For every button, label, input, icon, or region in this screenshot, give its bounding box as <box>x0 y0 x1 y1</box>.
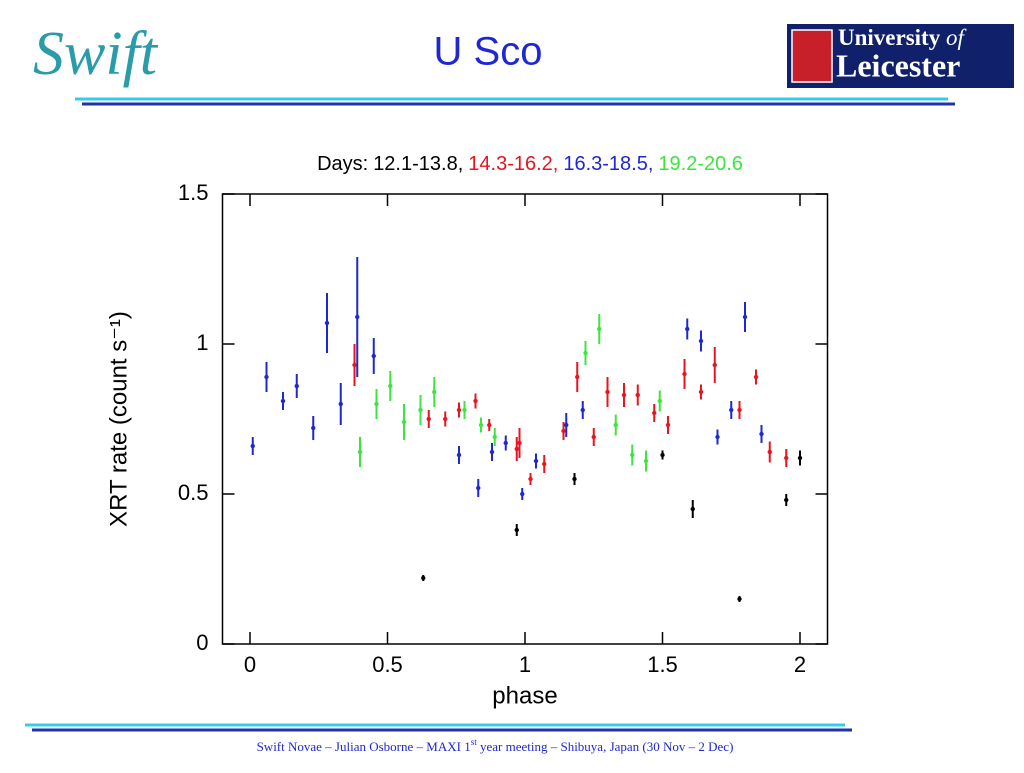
y-tick-label: 0 <box>196 630 208 655</box>
point <box>698 338 704 344</box>
logo-text: University of <box>838 25 967 50</box>
point <box>520 491 525 497</box>
y-tick-label: 0.5 <box>178 480 209 505</box>
logo-text: Leicester <box>836 47 960 83</box>
point <box>784 497 789 503</box>
x-tick-label: 1 <box>519 652 531 677</box>
point <box>517 440 522 446</box>
point <box>665 422 671 428</box>
point <box>401 419 407 425</box>
crest <box>791 29 833 83</box>
point <box>682 371 687 377</box>
y-tick-label: 1.5 <box>178 180 209 205</box>
point <box>575 374 580 380</box>
point <box>371 353 376 359</box>
separator: , <box>458 153 464 175</box>
point <box>421 575 426 581</box>
chart-title: Days: 12.1-13.8, 14.3-16.2, 16.3-18.5, 19.2-… <box>317 153 743 175</box>
point <box>489 449 495 455</box>
y-axis-label: XRT rate (count s⁻¹) <box>105 311 132 527</box>
point <box>352 362 357 368</box>
point <box>605 389 610 395</box>
point <box>753 374 759 380</box>
point <box>456 407 462 413</box>
point <box>660 452 665 458</box>
point <box>533 458 539 464</box>
point <box>462 407 467 413</box>
point <box>478 422 484 428</box>
point <box>580 407 585 413</box>
separator: , <box>648 153 654 175</box>
point <box>635 392 640 398</box>
point <box>311 425 316 431</box>
point <box>456 452 462 458</box>
point <box>357 449 363 455</box>
point <box>630 452 635 458</box>
separator: , <box>553 153 559 175</box>
x-axis-label: phase <box>492 682 557 709</box>
point <box>657 398 662 404</box>
point <box>374 401 379 407</box>
point <box>729 407 734 413</box>
legend-entry: 19.2-20.6 <box>658 153 743 175</box>
point <box>503 440 508 446</box>
point <box>514 446 519 452</box>
point <box>338 401 343 407</box>
legend-entry: 12.1-13.8 <box>373 153 458 175</box>
point <box>426 416 431 422</box>
x-tick-label: 1.5 <box>647 652 678 677</box>
point <box>643 458 649 464</box>
point <box>737 407 742 413</box>
point <box>572 476 577 482</box>
point <box>564 422 569 428</box>
point <box>250 443 255 449</box>
point <box>418 407 423 413</box>
point <box>487 422 492 428</box>
point <box>767 449 772 455</box>
point <box>443 416 448 422</box>
point <box>737 596 742 602</box>
point <box>542 461 547 467</box>
point <box>759 431 764 437</box>
x-tick-label: 2 <box>794 652 806 677</box>
point <box>294 383 299 389</box>
footer: Swift Novae – Julian Osborne – MAXI 1st … <box>257 737 734 754</box>
point <box>742 314 748 320</box>
point <box>476 485 481 491</box>
point <box>591 434 596 440</box>
legend-entry: 16.3-18.5 <box>563 153 648 175</box>
slide-title: U Sco <box>434 30 543 74</box>
point <box>355 314 360 320</box>
point <box>388 383 393 389</box>
point <box>797 455 803 461</box>
point <box>613 422 618 428</box>
point <box>715 434 720 440</box>
y-tick-label: 1 <box>196 330 208 355</box>
x-tick-label: 0 <box>244 652 256 677</box>
point <box>712 362 717 368</box>
point <box>280 398 286 404</box>
point <box>583 350 588 356</box>
point <box>264 374 269 380</box>
point <box>528 476 533 482</box>
swift-logo: Swift <box>33 20 159 88</box>
x-tick-label: 0.5 <box>372 652 403 677</box>
point <box>652 410 657 416</box>
point <box>685 326 690 332</box>
point <box>324 320 330 326</box>
point <box>621 392 627 398</box>
point <box>597 326 602 332</box>
point <box>698 389 704 395</box>
point <box>690 506 695 512</box>
point <box>473 398 478 404</box>
point <box>514 527 519 533</box>
legend-entry: 14.3-16.2 <box>468 153 553 175</box>
title-label: Days: <box>317 153 368 175</box>
point <box>784 455 789 461</box>
point <box>492 434 497 440</box>
point <box>561 428 566 434</box>
point <box>432 389 437 395</box>
